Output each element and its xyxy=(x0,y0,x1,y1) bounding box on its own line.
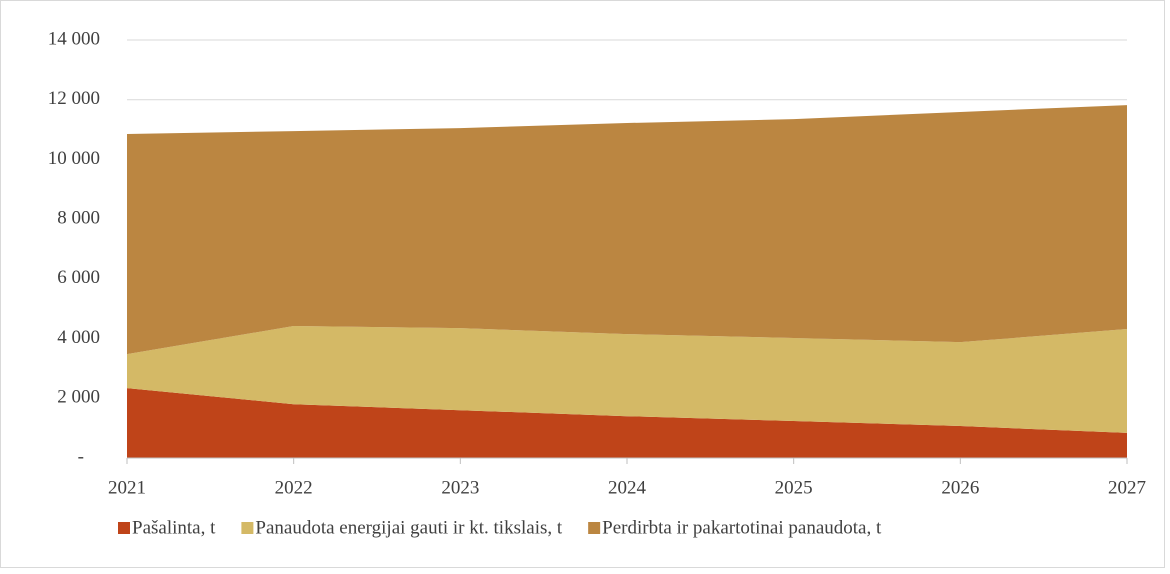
y-tick-label: - xyxy=(78,446,84,467)
y-tick-label: 8 000 xyxy=(57,208,100,229)
area xyxy=(127,388,1127,458)
x-tick-label: 2027 xyxy=(1108,477,1146,498)
legend-label: Perdirbta ir pakartotinai panaudota, t xyxy=(602,517,882,538)
x-tick-label: 2021 xyxy=(108,477,146,498)
y-tick-label: 2 000 xyxy=(57,387,100,408)
legend-swatch xyxy=(118,522,130,534)
x-tick-label: 2023 xyxy=(441,477,479,498)
x-tick-label: 2026 xyxy=(941,477,979,498)
area xyxy=(127,326,1127,433)
y-tick-label: 12 000 xyxy=(48,88,100,109)
y-tick-label: 4 000 xyxy=(57,327,100,348)
area xyxy=(127,105,1127,355)
legend-swatch xyxy=(588,522,601,534)
legend-label: Panaudota energijai gauti ir kt. tikslai… xyxy=(255,517,562,538)
x-tick-label: 2024 xyxy=(608,477,647,498)
legend-label: Pašalinta, t xyxy=(132,517,216,538)
x-tick-label: 2022 xyxy=(275,477,313,498)
legend-swatch xyxy=(241,522,254,534)
y-tick-label: 14 000 xyxy=(48,28,100,49)
x-tick-label: 2025 xyxy=(775,477,813,498)
y-tick-label: 6 000 xyxy=(57,267,100,288)
y-tick-label: 10 000 xyxy=(48,148,100,169)
